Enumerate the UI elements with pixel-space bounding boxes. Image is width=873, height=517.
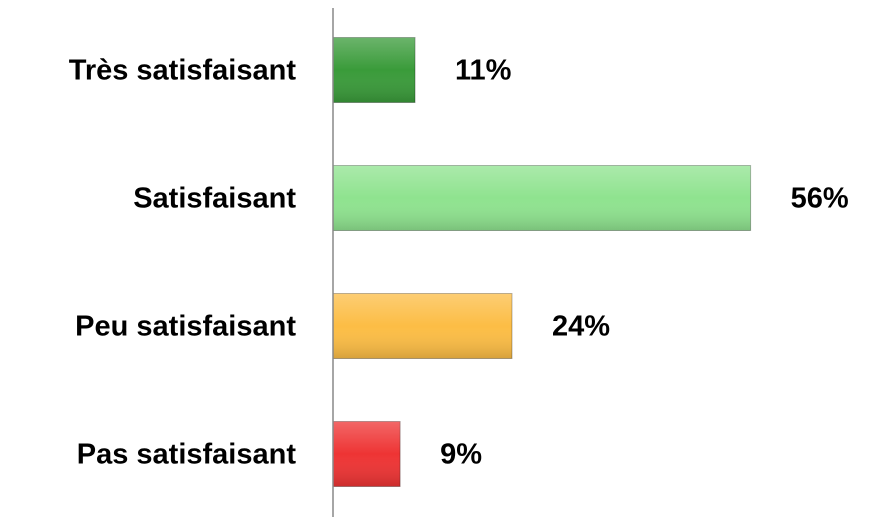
bar-shade xyxy=(333,37,416,103)
value-label: 9% xyxy=(440,439,482,471)
value-label: 11% xyxy=(455,55,512,87)
category-label: Satisfaisant xyxy=(133,183,296,215)
bar-shade xyxy=(333,293,512,359)
bar-shade xyxy=(333,421,401,487)
bar-shade xyxy=(333,165,751,231)
category-label: Très satisfaisant xyxy=(69,55,297,87)
value-label: 56% xyxy=(791,183,849,215)
category-label: Pas satisfaisant xyxy=(77,439,297,471)
value-label: 24% xyxy=(552,311,610,343)
category-label: Peu satisfaisant xyxy=(75,311,296,343)
